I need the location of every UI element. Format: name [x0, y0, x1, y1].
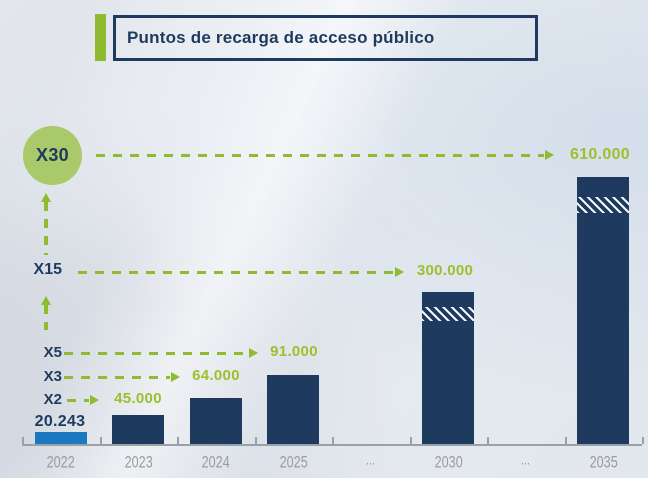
up-arrow-icon [41, 296, 51, 330]
dashed-arrow-x15-icon [78, 267, 404, 277]
dashed-arrow-x30-icon [96, 150, 554, 160]
axis-label-2024: 2024 [177, 452, 255, 473]
axis-label-text: 2024 [201, 452, 230, 473]
axis-label-text: 2035 [589, 452, 618, 473]
value-label-2030: 300.000 [416, 262, 474, 279]
axis-label-2035: 2035 [565, 452, 643, 473]
axis-tick [642, 437, 644, 444]
multiplier-x30-label: X30 [36, 145, 69, 165]
axis-tick [332, 437, 334, 444]
x-axis-line [22, 444, 642, 446]
axis-label-text: 2022 [46, 452, 75, 473]
multiplier-x3-label: X3 [43, 368, 62, 385]
axis-tick [254, 437, 257, 444]
title-box: Puntos de recarga de acceso público [113, 15, 538, 61]
dashed-arrow-x3-icon [64, 372, 180, 382]
value-label-2035: 610.000 [570, 146, 630, 163]
page-title: Puntos de recarga de acceso público [127, 28, 435, 47]
axis-label-text: 2023 [124, 452, 153, 473]
axis-label-text: 2030 [434, 452, 463, 473]
value-label-2024: 64.000 [192, 367, 240, 384]
axis-tick [99, 437, 102, 444]
multiplier-circle-x30: X30 [23, 126, 82, 185]
axis-label-...: ... [332, 451, 410, 468]
bar-2023 [112, 415, 165, 444]
bar-2035 [577, 177, 630, 444]
axis-tick [564, 437, 567, 444]
multiplier-x5-label: X5 [43, 344, 62, 361]
title-accent-bar [95, 14, 106, 61]
axis-label-2030: 2030 [410, 452, 488, 473]
multiplier-x15-label: X15 [33, 261, 62, 278]
axis-label-text: ... [521, 451, 531, 468]
axis-label-text: 2025 [279, 452, 308, 473]
axis-label-2022: 2022 [22, 452, 100, 473]
dashed-arrow-x5-icon [64, 348, 258, 358]
value-label-2022: 20.243 [34, 413, 86, 430]
axis-tick [487, 437, 489, 444]
bar-2030 [422, 292, 475, 444]
axis-label-2023: 2023 [100, 452, 178, 473]
bar-hatch-band [422, 307, 475, 321]
dashed-arrow-x2-icon [67, 395, 99, 405]
value-label-2023: 45.000 [114, 390, 162, 407]
axis-label-2025: 2025 [255, 452, 333, 473]
multiplier-x2-label: X2 [43, 391, 62, 408]
bar-2024 [189, 398, 242, 444]
axis-tick [409, 437, 412, 444]
axis-tick [22, 437, 24, 444]
bar-2022 [34, 432, 87, 444]
axis-label-...: ... [487, 451, 565, 468]
up-arrow-icon [41, 193, 51, 255]
bar-hatch-band [577, 197, 630, 213]
axis-label-text: ... [366, 451, 376, 468]
value-label-2025: 91.000 [270, 343, 318, 360]
axis-tick [177, 437, 179, 444]
bar-2025 [267, 375, 320, 444]
